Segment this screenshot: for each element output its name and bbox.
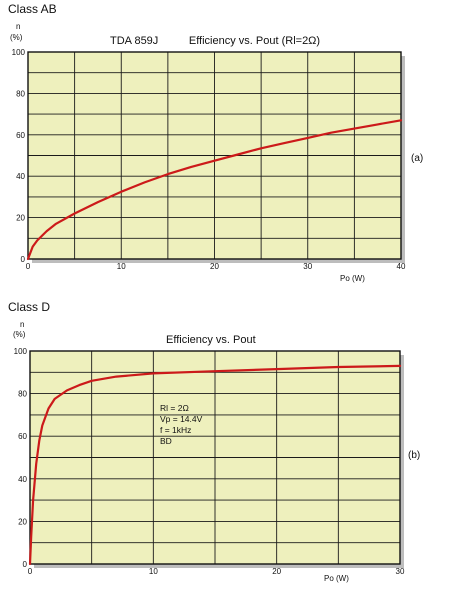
series-line bbox=[26, 119, 403, 261]
x-axis-label: Po (W) bbox=[340, 274, 365, 283]
x-tick-label: 30 bbox=[303, 262, 312, 271]
section-label: Class AB bbox=[8, 2, 57, 16]
chart-title: Efficiency vs. Pout bbox=[166, 334, 256, 346]
y-axis-symbol: n bbox=[20, 320, 24, 329]
plot-frame bbox=[29, 350, 401, 565]
section-label: Class D bbox=[8, 300, 50, 314]
chart-title: TDA 859J Efficiency vs. Pout (Rl=2Ω) bbox=[110, 35, 320, 47]
y-axis-unit: (%) bbox=[13, 330, 26, 339]
y-tick-label: 80 bbox=[16, 89, 25, 98]
annotation-mode: BD bbox=[160, 436, 172, 446]
y-axis-symbol: n bbox=[16, 22, 20, 31]
panel-tag: (b) bbox=[408, 450, 420, 461]
chart-b: Class D n (%) Efficiency vs. Pout 0 10 20 3… bbox=[8, 300, 420, 583]
y-tick-label: 60 bbox=[18, 432, 27, 441]
plot-area: 0 10 20 30 0 20 40 60 80 100 bbox=[14, 347, 405, 576]
y-axis-unit: (%) bbox=[10, 33, 23, 42]
x-tick-label: 40 bbox=[397, 262, 406, 271]
plot-frame bbox=[27, 51, 402, 260]
annotation-frequency: f = 1kHz bbox=[160, 425, 191, 435]
x-tick-label: 0 bbox=[28, 567, 33, 576]
y-tick-label: 40 bbox=[16, 172, 25, 181]
x-tick-label: 10 bbox=[117, 262, 126, 271]
x-tick-label: 0 bbox=[26, 262, 31, 271]
y-tick-label: 0 bbox=[21, 255, 26, 264]
y-tick-label: 20 bbox=[16, 214, 25, 223]
chart-a: Class AB n (%) TDA 859J Efficiency vs. P… bbox=[8, 2, 423, 283]
y-tick-label: 100 bbox=[12, 48, 26, 57]
plot-area: 0 10 20 30 40 0 20 40 60 80 100 bbox=[12, 48, 406, 271]
y-tick-label: 40 bbox=[18, 475, 27, 484]
x-tick-label: 20 bbox=[210, 262, 219, 271]
annotation-load: Rl = 2Ω bbox=[160, 403, 189, 413]
y-tick-label: 20 bbox=[18, 517, 27, 526]
x-axis-label: Po (W) bbox=[324, 574, 349, 583]
y-tick-label: 0 bbox=[23, 560, 28, 569]
annotation-block: Rl = 2Ω Vp = 14.4V f = 1kHz BD bbox=[160, 403, 203, 446]
y-tick-label: 100 bbox=[14, 347, 28, 356]
x-tick-label: 30 bbox=[396, 567, 405, 576]
y-tick-label: 60 bbox=[16, 131, 25, 140]
x-tick-label: 10 bbox=[149, 567, 158, 576]
y-tick-label: 80 bbox=[18, 390, 27, 399]
panel-tag: (a) bbox=[411, 153, 423, 164]
x-tick-label: 20 bbox=[272, 567, 281, 576]
annotation-voltage: Vp = 14.4V bbox=[160, 414, 203, 424]
series-line bbox=[28, 364, 402, 566]
